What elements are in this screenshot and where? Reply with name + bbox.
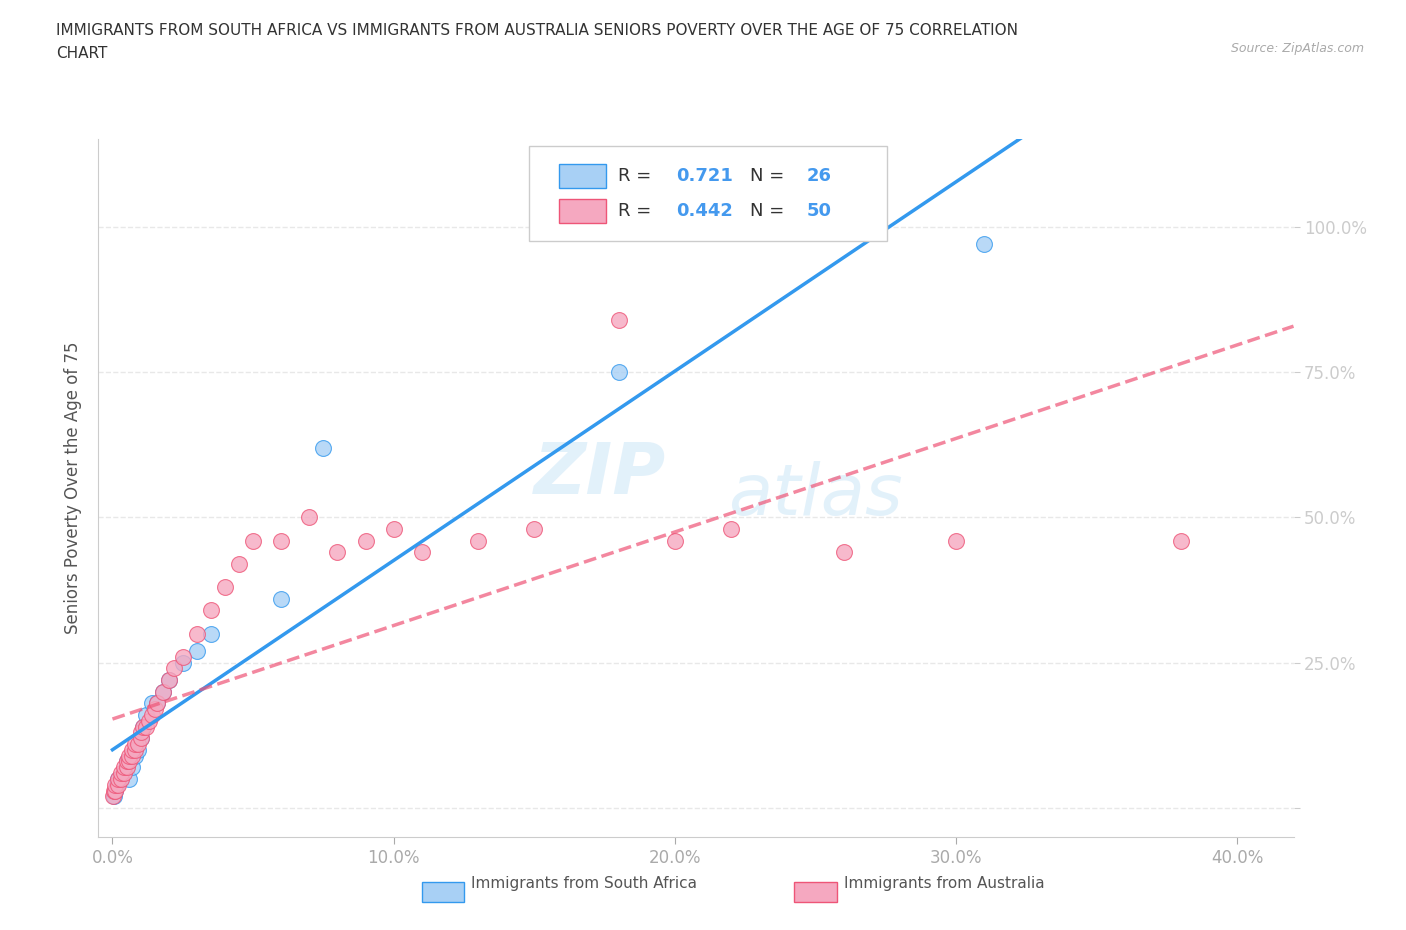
- Text: Immigrants from South Africa: Immigrants from South Africa: [471, 876, 697, 891]
- Point: [121, 760, 143, 775]
- Point: [354, 533, 377, 548]
- Point: [720, 522, 742, 537]
- Point: [242, 533, 264, 548]
- Point: [115, 754, 138, 769]
- Point: [107, 772, 129, 787]
- Text: 50: 50: [807, 202, 832, 219]
- Point: [973, 237, 995, 252]
- Point: [105, 777, 128, 792]
- Point: [157, 672, 180, 687]
- Point: [312, 440, 335, 455]
- Point: [214, 579, 236, 594]
- Point: [110, 765, 132, 780]
- Point: [270, 533, 292, 548]
- Point: [112, 765, 135, 780]
- Text: 0.721: 0.721: [676, 166, 733, 185]
- Point: [186, 626, 208, 641]
- Point: [152, 684, 174, 699]
- Point: [118, 754, 141, 769]
- Point: [1170, 533, 1192, 548]
- Point: [135, 708, 157, 723]
- Point: [152, 684, 174, 699]
- Point: [115, 760, 138, 775]
- Point: [200, 626, 222, 641]
- Text: CHART: CHART: [56, 46, 108, 61]
- Text: R =: R =: [619, 202, 657, 219]
- Point: [127, 742, 149, 757]
- Point: [132, 719, 155, 734]
- Text: R =: R =: [619, 166, 657, 185]
- Point: [127, 737, 149, 751]
- Point: [118, 772, 141, 787]
- Text: Source: ZipAtlas.com: Source: ZipAtlas.com: [1230, 42, 1364, 55]
- Point: [298, 510, 321, 525]
- Point: [157, 672, 180, 687]
- Point: [163, 661, 186, 676]
- Point: [141, 708, 163, 723]
- Point: [200, 603, 222, 618]
- Point: [523, 522, 546, 537]
- Point: [382, 522, 405, 537]
- Point: [124, 748, 146, 763]
- Point: [945, 533, 967, 548]
- Point: [115, 754, 138, 769]
- Point: [141, 696, 163, 711]
- Point: [103, 789, 125, 804]
- Text: 0.442: 0.442: [676, 202, 733, 219]
- Point: [129, 725, 152, 740]
- Point: [104, 777, 127, 792]
- Text: Immigrants from Australia: Immigrants from Australia: [844, 876, 1045, 891]
- Text: N =: N =: [749, 166, 790, 185]
- Point: [124, 737, 146, 751]
- Point: [143, 701, 166, 716]
- Point: [664, 533, 686, 548]
- Point: [129, 731, 152, 746]
- Point: [118, 748, 141, 763]
- Point: [104, 783, 127, 798]
- Point: [112, 760, 135, 775]
- Text: 26: 26: [807, 166, 832, 185]
- Point: [103, 783, 125, 798]
- FancyBboxPatch shape: [558, 164, 606, 189]
- Text: N =: N =: [749, 202, 790, 219]
- Point: [186, 644, 208, 658]
- Point: [607, 365, 630, 379]
- Point: [467, 533, 489, 548]
- Text: IMMIGRANTS FROM SOUTH AFRICA VS IMMIGRANTS FROM AUSTRALIA SENIORS POVERTY OVER T: IMMIGRANTS FROM SOUTH AFRICA VS IMMIGRAN…: [56, 23, 1018, 38]
- Text: ZIP: ZIP: [534, 440, 666, 509]
- Point: [124, 742, 146, 757]
- Point: [112, 765, 135, 780]
- Point: [270, 591, 292, 606]
- Point: [132, 719, 155, 734]
- Point: [146, 696, 169, 711]
- Point: [129, 731, 152, 746]
- Text: atlas: atlas: [728, 460, 903, 530]
- Point: [115, 760, 138, 775]
- Point: [172, 656, 194, 671]
- Point: [172, 649, 194, 664]
- Point: [832, 545, 855, 560]
- Point: [110, 772, 132, 787]
- Point: [107, 777, 129, 792]
- Point: [135, 719, 157, 734]
- Y-axis label: Seniors Poverty Over the Age of 75: Seniors Poverty Over the Age of 75: [65, 342, 83, 634]
- Point: [110, 772, 132, 787]
- Point: [104, 783, 127, 798]
- Point: [411, 545, 433, 560]
- FancyBboxPatch shape: [558, 199, 606, 223]
- Point: [607, 312, 630, 327]
- Point: [121, 748, 143, 763]
- Point: [138, 713, 160, 728]
- Point: [228, 556, 250, 571]
- Point: [326, 545, 349, 560]
- Point: [103, 789, 125, 804]
- Point: [107, 772, 129, 787]
- Point: [121, 742, 143, 757]
- FancyBboxPatch shape: [529, 147, 887, 241]
- Point: [146, 696, 169, 711]
